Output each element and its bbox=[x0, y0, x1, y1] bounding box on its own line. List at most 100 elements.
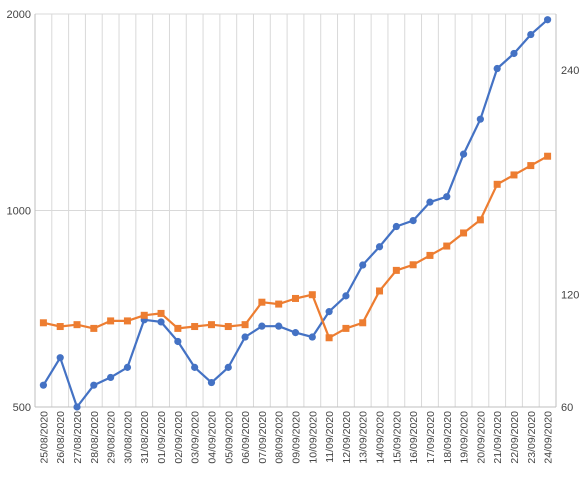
series-2-point bbox=[527, 162, 535, 170]
series-1-point bbox=[258, 322, 266, 330]
series-2-point bbox=[123, 317, 131, 325]
series-1-point bbox=[191, 363, 199, 371]
series-2-point bbox=[140, 311, 148, 319]
series-2 bbox=[39, 152, 552, 342]
series-1-point bbox=[543, 16, 552, 24]
series-1-point bbox=[459, 150, 468, 158]
series-1-point bbox=[174, 337, 182, 346]
series-1-point bbox=[73, 403, 81, 411]
series-1-point bbox=[375, 243, 384, 251]
left-axis-tick-label: 2000 bbox=[7, 9, 31, 21]
series-1-point bbox=[493, 64, 501, 73]
series-2-point bbox=[476, 216, 484, 224]
series-2-point bbox=[207, 321, 215, 329]
series-2-point bbox=[308, 291, 316, 299]
series-1-point bbox=[392, 222, 400, 231]
series-2-point bbox=[292, 294, 299, 302]
series-1-point bbox=[527, 30, 535, 39]
right-axis-tick-label: 120 bbox=[561, 290, 579, 302]
series-1-point bbox=[207, 378, 216, 387]
series-1-point bbox=[56, 354, 64, 362]
x-axis-tick-label: 02/09/2020 bbox=[173, 411, 185, 464]
series-2-point bbox=[359, 319, 367, 327]
series-2-point bbox=[275, 300, 283, 308]
series-1-point bbox=[123, 363, 132, 371]
series-1-point bbox=[308, 333, 316, 341]
series-1-point bbox=[275, 322, 283, 330]
right-axis-tick-label: 60 bbox=[561, 402, 573, 414]
series-2-point bbox=[493, 180, 501, 188]
x-axis-tick-label: 14/09/2020 bbox=[375, 411, 387, 464]
left-axis-tick-label: 1000 bbox=[7, 206, 31, 218]
x-axis-tick-label: 16/09/2020 bbox=[408, 411, 420, 464]
series-2-point bbox=[241, 321, 249, 329]
series-1-point bbox=[224, 363, 232, 371]
x-axis-tick-label: 22/09/2020 bbox=[509, 411, 521, 464]
series-1-point bbox=[426, 198, 434, 206]
x-axis-tick-label: 15/09/2020 bbox=[391, 411, 403, 464]
series-2-point bbox=[510, 171, 518, 179]
series-2-point bbox=[258, 298, 266, 306]
x-axis-tick-label: 07/09/2020 bbox=[257, 411, 269, 464]
x-axis-tick-label: 18/09/2020 bbox=[442, 411, 454, 464]
x-axis-tick-label: 30/08/2020 bbox=[122, 411, 134, 464]
series-2-point bbox=[224, 323, 232, 331]
x-axis-tick-label: 24/09/2020 bbox=[543, 411, 555, 464]
x-axis-tick-label: 20/09/2020 bbox=[475, 411, 487, 464]
series-2-point bbox=[376, 287, 384, 295]
series-1-point bbox=[510, 49, 518, 58]
series-2-point bbox=[342, 324, 350, 332]
series-2-point bbox=[107, 317, 115, 325]
x-axis-tick-label: 28/08/2020 bbox=[89, 411, 101, 464]
series-1-point bbox=[39, 381, 48, 389]
series-1-point bbox=[157, 318, 165, 326]
x-axis-tick-label: 05/09/2020 bbox=[223, 411, 235, 464]
x-axis-tick-label: 11/09/2020 bbox=[324, 411, 336, 463]
x-axis-tick-label: 23/09/2020 bbox=[526, 411, 538, 464]
x-axis-tick-label: 17/09/2020 bbox=[425, 411, 437, 464]
series-2-point bbox=[443, 242, 451, 250]
series-2-point bbox=[174, 324, 182, 332]
x-axis-tick-label: 27/08/2020 bbox=[72, 411, 84, 464]
tick-labels: 500 1000 2000 60 120 240 25/08/2020 26/08/2020 2… bbox=[7, 9, 580, 464]
series-2-point bbox=[73, 321, 81, 329]
series-2-point bbox=[460, 229, 468, 237]
series-1-point bbox=[476, 115, 484, 123]
x-axis-tick-label: 03/09/2020 bbox=[190, 411, 202, 464]
right-axis-tick-label: 240 bbox=[561, 65, 579, 77]
gridlines bbox=[34, 13, 557, 408]
x-axis-tick-label: 04/09/2020 bbox=[206, 411, 218, 464]
x-axis-tick-label: 09/09/2020 bbox=[291, 411, 303, 464]
series-2-point bbox=[39, 319, 47, 327]
series-1-point bbox=[342, 292, 350, 300]
series-2-point bbox=[325, 334, 333, 342]
x-axis-tick-label: 10/09/2020 bbox=[307, 411, 319, 464]
x-axis-tick-label: 06/09/2020 bbox=[240, 411, 252, 464]
series-1-point bbox=[359, 261, 367, 269]
series-2-point bbox=[426, 251, 434, 259]
series-1-point bbox=[409, 216, 417, 225]
x-axis-tick-label: 21/09/2020 bbox=[492, 411, 504, 464]
series-1-point bbox=[107, 373, 115, 382]
x-axis-tick-label: 12/09/2020 bbox=[341, 411, 353, 464]
series-2-point bbox=[544, 152, 552, 160]
series-1-point bbox=[241, 333, 249, 341]
x-axis-tick-label: 29/08/2020 bbox=[106, 411, 118, 464]
series-1-point bbox=[291, 329, 300, 337]
series-2-point bbox=[392, 266, 400, 274]
left-axis-tick-label: 500 bbox=[13, 402, 31, 414]
series-2-point bbox=[409, 261, 417, 269]
series-2-point bbox=[157, 309, 165, 317]
series-1 bbox=[39, 16, 552, 411]
x-axis-tick-label: 26/08/2020 bbox=[55, 411, 67, 464]
series-2-point bbox=[191, 323, 199, 331]
x-axis-tick-label: 19/09/2020 bbox=[459, 411, 471, 464]
series bbox=[39, 16, 552, 411]
series-2-point bbox=[56, 323, 64, 331]
series-1-point bbox=[90, 381, 98, 389]
x-axis-tick-label: 13/09/2020 bbox=[358, 411, 370, 464]
series-2-point bbox=[90, 324, 98, 332]
x-axis-tick-label: 01/09/2020 bbox=[156, 411, 168, 464]
x-axis-tick-label: 25/08/2020 bbox=[38, 411, 50, 464]
axes bbox=[34, 14, 557, 408]
